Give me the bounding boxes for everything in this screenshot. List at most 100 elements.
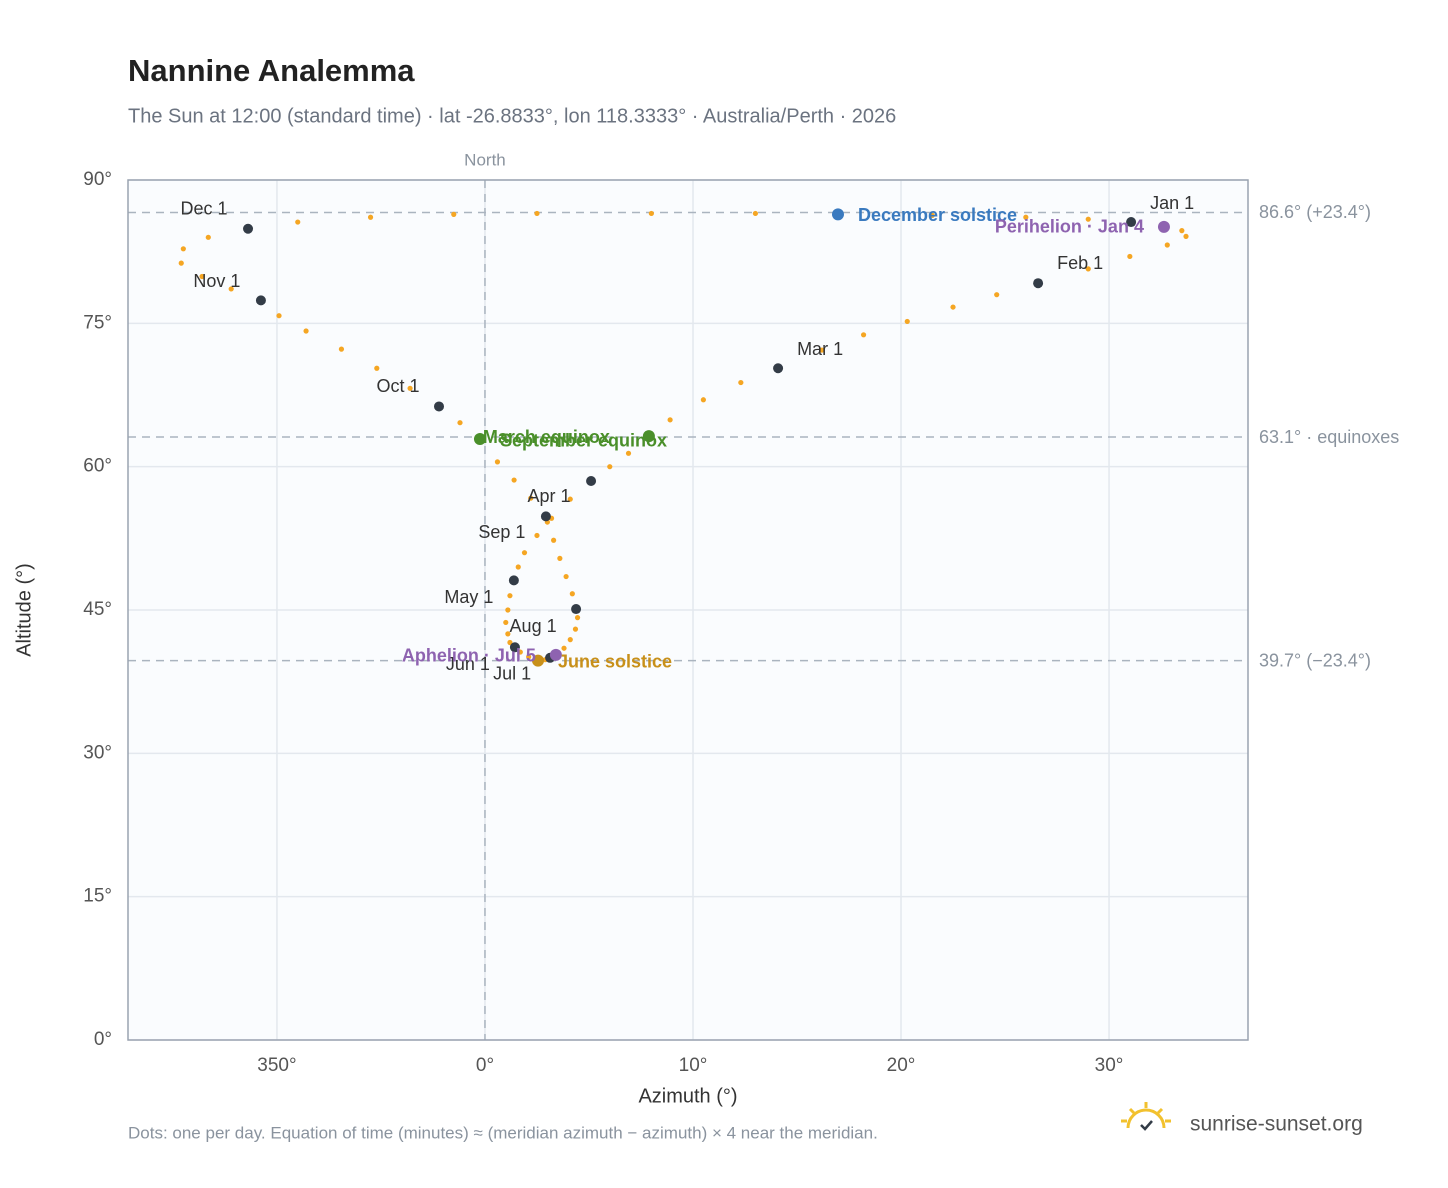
event-label: Perihelion · Jan 4: [995, 217, 1144, 237]
daily-dot: [295, 219, 301, 225]
daily-dot: [367, 214, 374, 220]
event-marker: [549, 648, 562, 661]
y-tick-label: 75°: [83, 312, 112, 333]
event-marker: [473, 432, 486, 445]
daily-dot: [505, 631, 511, 637]
y-tick-label: 30°: [83, 742, 112, 763]
month-label: Jul 1: [493, 664, 531, 684]
daily-dot: [1183, 233, 1189, 239]
event-label: June solstice: [558, 651, 672, 671]
labels: 0° 15° 30° 45° 60° 75° 90° 350° 0° 10° 20° 30° North…: [83, 150, 1399, 1076]
y-tick-label: 60°: [83, 456, 112, 477]
daily-dot: [534, 210, 540, 217]
month-marker: [243, 223, 254, 234]
daily-dot: [511, 477, 517, 483]
daily-dot: [1085, 216, 1091, 222]
y-tick-label: 90°: [83, 169, 112, 190]
reference-lines: [128, 180, 1248, 1040]
daily-dot: [374, 365, 380, 371]
footnote: Dots: one per day. Equation of time (min…: [128, 1123, 878, 1142]
daily-dot: [1179, 228, 1185, 234]
daily-dot: [507, 639, 513, 646]
daily-dot: [567, 637, 573, 643]
month-marker: [773, 363, 784, 374]
month-marker: [433, 401, 444, 412]
daily-dot: [569, 591, 575, 597]
chart-subtitle: The Sun at 12:00 (standard time) · lat -…: [128, 105, 896, 127]
daily-dot: [572, 626, 579, 632]
marks: [178, 208, 1189, 667]
daily-dot: [507, 593, 513, 599]
month-label: Jun 1: [446, 654, 490, 674]
reference-label: 86.6° (+23.4°): [1259, 202, 1371, 222]
y-tick-label: 0°: [94, 1029, 112, 1050]
y-axis-label: Altitude (°): [13, 563, 35, 657]
month-marker: [540, 511, 551, 522]
x-tick-label: 350°: [257, 1055, 296, 1076]
daily-dot: [276, 313, 282, 319]
month-label: Mar 1: [797, 339, 843, 359]
daily-dot: [505, 607, 511, 613]
reference-label: 63.1° · equinoxes: [1259, 427, 1399, 447]
brand-logo: [1121, 1102, 1171, 1131]
daily-dot: [625, 450, 632, 456]
daily-dot: [451, 211, 457, 217]
month-label: Oct 1: [376, 376, 419, 396]
event-marker: [532, 654, 545, 667]
month-label: Jan 1: [1150, 193, 1194, 213]
chart-title: Nannine Analemma: [128, 53, 415, 88]
daily-dot: [338, 346, 345, 352]
daily-dot: [503, 619, 509, 626]
month-marker: [571, 604, 582, 615]
daily-dot: [994, 292, 1000, 298]
daily-dot: [648, 210, 654, 217]
daily-dot: [551, 537, 557, 543]
daily-dot: [526, 654, 532, 660]
daily-dot: [904, 318, 910, 325]
daily-dot: [180, 246, 186, 252]
month-label: Apr 1: [528, 486, 571, 506]
daily-dot: [199, 273, 205, 280]
month-marker: [508, 575, 519, 586]
x-axis-label: Azimuth (°): [638, 1085, 737, 1107]
month-label: May 1: [444, 587, 493, 607]
daily-dot: [1023, 214, 1029, 220]
daily-dot: [752, 210, 758, 217]
month-marker: [586, 476, 597, 486]
event-marker: [642, 430, 655, 443]
month-label: Sep 1: [478, 522, 525, 542]
daily-dot: [563, 573, 569, 580]
daily-dot: [574, 615, 581, 621]
daily-dot: [494, 459, 501, 465]
event-label: December solstice: [858, 205, 1017, 225]
daily-dot: [228, 286, 234, 292]
month-label: Aug 1: [510, 616, 557, 636]
daily-dot: [567, 496, 573, 502]
month-label: Dec 1: [181, 198, 228, 218]
daily-dot: [738, 379, 744, 386]
daily-dot: [607, 464, 613, 470]
daily-dot: [929, 212, 935, 218]
x-tick-label: 20°: [887, 1055, 916, 1076]
month-label: Nov 1: [193, 271, 240, 291]
month-marker: [1126, 217, 1137, 228]
event-marker: [831, 208, 844, 221]
x-tick-label: 30°: [1095, 1055, 1124, 1076]
month-marker: [255, 295, 266, 306]
reference-label: 39.7° (−23.4°): [1259, 650, 1371, 670]
daily-dot: [407, 385, 413, 391]
daily-dot: [178, 260, 184, 266]
daily-dot: [528, 495, 534, 501]
daily-dot: [1085, 266, 1091, 272]
month-marker: [509, 642, 520, 653]
daily-dot: [534, 532, 540, 539]
event-label: Aphelion · Jul 5: [402, 646, 536, 666]
daily-dot: [557, 555, 563, 562]
x-tick-label: 10°: [679, 1055, 708, 1076]
event-label: September equinox: [500, 431, 667, 451]
daily-dot: [457, 420, 463, 426]
daily-dot: [205, 234, 211, 240]
event-marker: [1157, 220, 1170, 233]
daily-dot: [950, 304, 956, 310]
